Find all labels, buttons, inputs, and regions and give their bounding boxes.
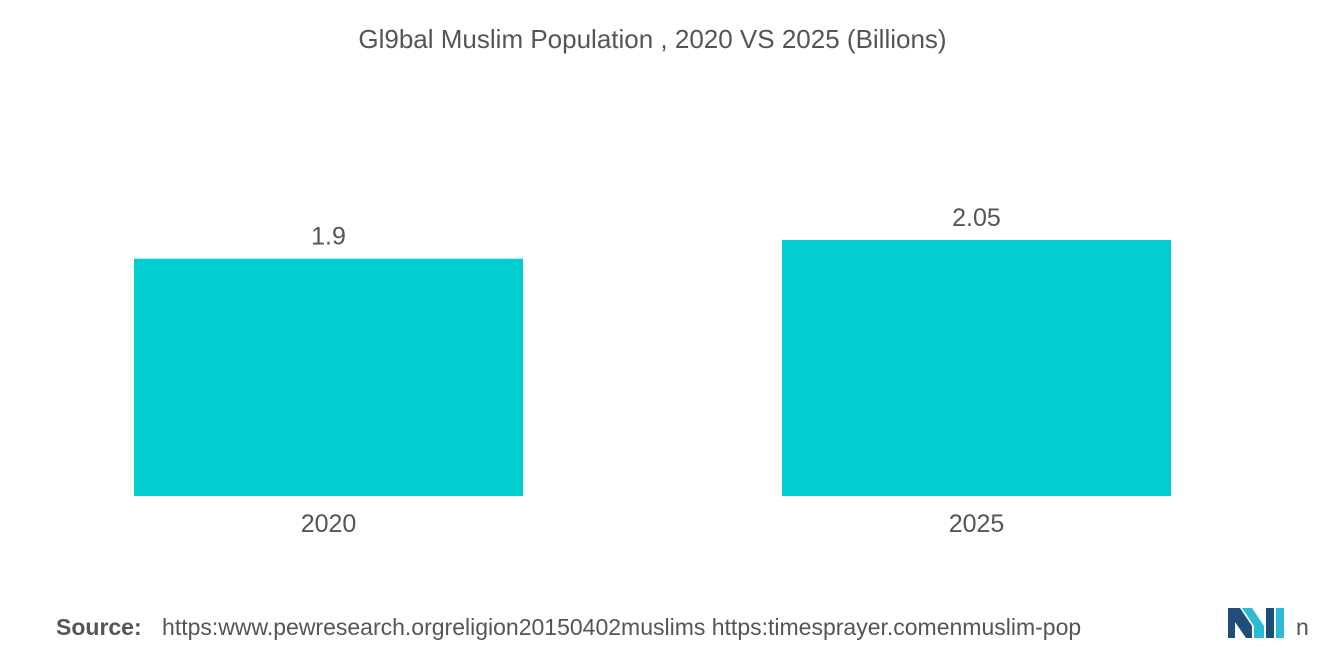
source-text-tail: n	[1296, 614, 1309, 640]
bar-chart: 1.9 2.05 2020 2025	[134, 204, 1171, 538]
x-tick-label-2025: 2025	[949, 510, 1005, 538]
value-label-2020: 1.9	[311, 223, 346, 251]
chart-title: Gl9bal Muslim Population , 2020 VS 2025 …	[358, 24, 947, 54]
bar-2020	[134, 258, 523, 496]
x-tick-labels-layer: 2020 2025	[301, 510, 1005, 538]
source-label: Source:	[56, 614, 142, 640]
bar-2025	[782, 240, 1171, 496]
value-label-2025: 2.05	[952, 204, 1001, 232]
source-footer: Source: https:www.pewresearch.orgreligio…	[56, 614, 1081, 641]
bars-layer	[134, 240, 1171, 496]
value-labels-layer: 1.9 2.05	[311, 204, 1001, 251]
x-tick-label-2020: 2020	[301, 510, 357, 538]
mordor-intelligence-logo-icon: n	[1226, 604, 1309, 640]
source-text: https:www.pewresearch.orgreligion2015040…	[162, 614, 1082, 640]
